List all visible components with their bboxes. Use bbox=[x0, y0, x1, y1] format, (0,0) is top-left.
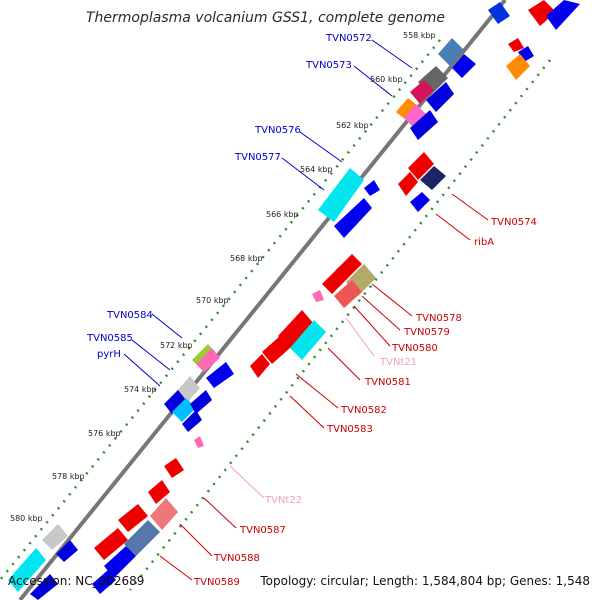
gene-block bbox=[262, 336, 290, 364]
gene-block bbox=[438, 38, 464, 66]
gene-label[interactable]: TVN0588 bbox=[213, 553, 260, 564]
gene-block bbox=[194, 436, 204, 448]
accession-text: Accession: NC_002689 bbox=[8, 574, 144, 588]
gene-block bbox=[420, 166, 446, 190]
genome-backbone bbox=[18, 0, 507, 600]
gene-label[interactable]: TVNt21 bbox=[379, 357, 417, 368]
gene-label[interactable]: TVN0577 bbox=[234, 152, 281, 163]
gene-block bbox=[124, 520, 160, 556]
gene-block bbox=[312, 290, 324, 302]
gene-block bbox=[190, 390, 212, 414]
gene-block bbox=[118, 504, 148, 532]
gene-label[interactable]: pyrH bbox=[97, 349, 121, 360]
outer-features bbox=[8, 2, 510, 600]
gene-block bbox=[148, 480, 170, 504]
gene-block bbox=[322, 268, 348, 294]
gene-label[interactable]: TVN0587 bbox=[239, 525, 286, 536]
kbp-tick-label: 560 kbp bbox=[370, 75, 403, 84]
gene-block bbox=[398, 172, 418, 196]
gene-block bbox=[334, 280, 362, 308]
gene-block bbox=[290, 320, 326, 360]
gene-label[interactable]: TVN0579 bbox=[403, 327, 450, 338]
gene-block bbox=[42, 524, 68, 550]
gene-label[interactable]: TVN0574 bbox=[490, 217, 537, 228]
kbp-tick-labels: 558 kbp 560 kbp 562 kbp 564 kbp 566 kbp … bbox=[10, 31, 436, 523]
gene-block bbox=[364, 180, 380, 196]
inner-gene-labels: TVN0574 ribA TVN0578 TVN0579 TVN0580 TVN… bbox=[193, 217, 537, 588]
gene-label[interactable]: TVN0585 bbox=[86, 333, 133, 344]
gene-block bbox=[150, 498, 178, 530]
gene-block bbox=[488, 2, 510, 24]
tick-guides bbox=[0, 39, 551, 591]
kbp-tick-label: 564 kbp bbox=[300, 165, 333, 174]
genome-summary-text: Topology: circular; Length: 1,584,804 bp… bbox=[259, 574, 590, 588]
gene-label[interactable]: TVN0581 bbox=[364, 377, 411, 388]
gene-block bbox=[404, 104, 426, 128]
gene-label[interactable]: TVNt22 bbox=[264, 495, 302, 506]
gene-label[interactable]: TVN0584 bbox=[106, 310, 153, 321]
gene-block bbox=[410, 80, 434, 104]
gene-block bbox=[92, 570, 116, 594]
gene-block bbox=[278, 310, 314, 348]
kbp-tick-label: 576 kbp bbox=[88, 429, 121, 438]
gene-block bbox=[196, 348, 220, 372]
gene-block bbox=[164, 390, 186, 414]
gene-label[interactable]: TVN0573 bbox=[305, 60, 352, 71]
kbp-tick-label: 574 kbp bbox=[124, 385, 157, 394]
gene-block bbox=[546, 0, 580, 30]
kbp-tick-label: 568 kbp bbox=[230, 254, 263, 263]
gene-label[interactable]: TVN0583 bbox=[326, 424, 373, 435]
gene-block bbox=[182, 410, 202, 432]
gene-block bbox=[410, 110, 438, 140]
gene-block bbox=[104, 546, 136, 578]
gene-block bbox=[408, 152, 434, 180]
gene-block bbox=[164, 458, 184, 478]
gene-label[interactable]: ribA bbox=[474, 237, 494, 248]
gene-block bbox=[334, 198, 372, 238]
kbp-tick-label: 566 kbp bbox=[266, 210, 299, 219]
gene-block bbox=[94, 528, 128, 560]
gene-label[interactable]: TVN0572 bbox=[325, 33, 372, 44]
map-title: Thermoplasma volcanium GSS1, complete ge… bbox=[86, 10, 445, 26]
kbp-tick-label: 580 kbp bbox=[10, 514, 43, 523]
gene-block bbox=[250, 354, 270, 378]
gene-label[interactable]: TVN0582 bbox=[340, 405, 387, 416]
gene-block bbox=[8, 548, 46, 592]
gene-label[interactable]: TVN0589 bbox=[193, 577, 240, 588]
gene-block bbox=[206, 362, 234, 388]
gene-block bbox=[318, 168, 364, 222]
outer-gene-labels: TVN0572 TVN0573 TVN0576 TVN0577 TVN0584 … bbox=[86, 33, 372, 360]
gene-block bbox=[528, 0, 556, 26]
kbp-tick-label: 572 kbp bbox=[160, 341, 193, 350]
kbp-tick-label: 562 kbp bbox=[336, 121, 369, 130]
inner-guide-line bbox=[129, 59, 551, 591]
gene-block bbox=[56, 540, 78, 562]
gene-block bbox=[506, 54, 530, 80]
kbp-tick-label: 570 kbp bbox=[196, 296, 229, 305]
outer-guide-line bbox=[0, 39, 441, 581]
gene-block bbox=[508, 38, 524, 52]
inner-features bbox=[92, 0, 580, 594]
gene-block bbox=[30, 574, 58, 600]
kbp-tick-label: 578 kbp bbox=[52, 472, 85, 481]
gene-label[interactable]: TVN0578 bbox=[415, 313, 462, 324]
gene-block bbox=[410, 192, 430, 212]
gene-block bbox=[396, 98, 418, 120]
gene-label[interactable]: TVN0580 bbox=[391, 343, 438, 354]
gene-label[interactable]: TVN0576 bbox=[254, 125, 301, 136]
gene-block bbox=[452, 54, 476, 78]
kbp-tick-label: 558 kbp bbox=[403, 31, 436, 40]
gene-block bbox=[426, 82, 454, 112]
leader-lines bbox=[123, 39, 489, 581]
